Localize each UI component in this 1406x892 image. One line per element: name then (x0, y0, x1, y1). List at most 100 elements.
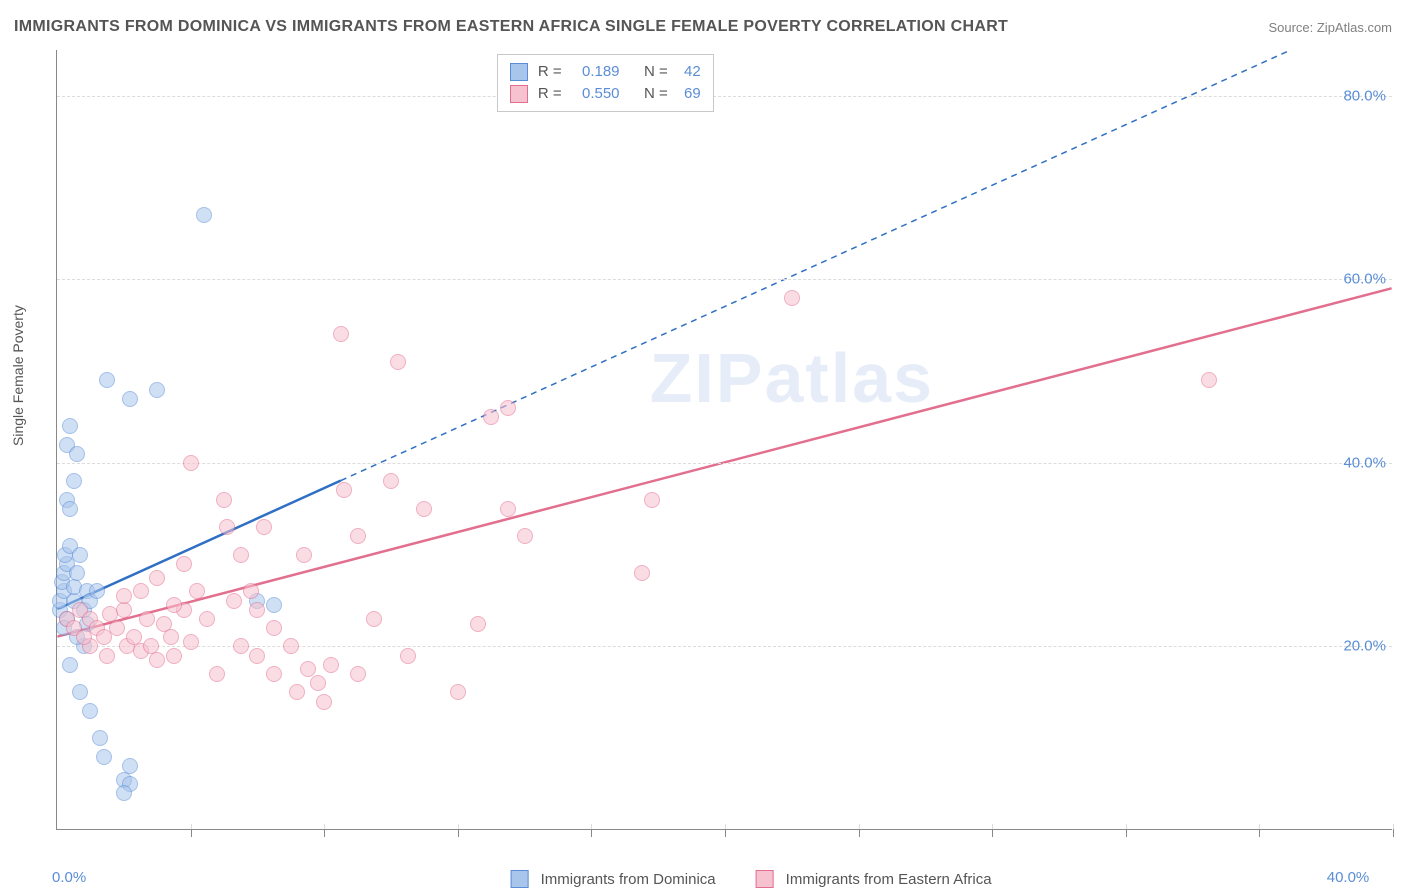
data-point (226, 593, 242, 609)
legend-series-item: Immigrants from Eastern Africa (756, 870, 992, 888)
data-point (199, 611, 215, 627)
data-point (149, 570, 165, 586)
legend-stat-row: R = 0.550 N = 69 (510, 83, 701, 105)
data-point (517, 528, 533, 544)
data-point (122, 758, 138, 774)
data-point (310, 675, 326, 691)
x-tick-label: 40.0% (1327, 869, 1370, 886)
watermark: ZIPatlas (650, 338, 934, 418)
legend-r-label: R = (538, 83, 562, 105)
data-point (1201, 372, 1217, 388)
data-point (62, 657, 78, 673)
data-point (634, 565, 650, 581)
data-point (266, 666, 282, 682)
legend-r-label: R = (538, 61, 562, 83)
data-point (183, 634, 199, 650)
data-point (333, 326, 349, 342)
gridline-horizontal (57, 463, 1392, 464)
plot-area: ZIPatlas 20.0% 40.0% 60.0% 80.0% (56, 50, 1392, 830)
data-point (316, 694, 332, 710)
data-point (66, 473, 82, 489)
data-point (69, 446, 85, 462)
y-tick-label: 20.0% (1343, 638, 1386, 655)
data-point (109, 620, 125, 636)
legend-series-label: Immigrants from Dominica (541, 871, 716, 888)
gridline-horizontal (57, 279, 1392, 280)
data-point (350, 666, 366, 682)
data-point (500, 501, 516, 517)
data-point (116, 588, 132, 604)
legend-stat-row: R = 0.189 N = 42 (510, 61, 701, 83)
trend-lines-svg (57, 50, 1392, 829)
data-point (72, 547, 88, 563)
legend-swatch (511, 870, 529, 888)
legend-series-label: Immigrants from Eastern Africa (786, 871, 992, 888)
data-point (209, 666, 225, 682)
x-tick (458, 829, 459, 837)
data-point (784, 290, 800, 306)
data-point (283, 638, 299, 654)
data-point (400, 648, 416, 664)
data-point (163, 629, 179, 645)
gridline-horizontal (57, 96, 1392, 97)
y-axis-label: Single Female Poverty (10, 305, 26, 446)
data-point (416, 501, 432, 517)
data-point (99, 648, 115, 664)
x-tick (725, 829, 726, 837)
x-tick (191, 829, 192, 837)
data-point (149, 652, 165, 668)
data-point (72, 684, 88, 700)
x-tick (324, 829, 325, 837)
chart-container: IMMIGRANTS FROM DOMINICA VS IMMIGRANTS F… (0, 0, 1406, 892)
x-tick (1393, 829, 1394, 837)
data-point (243, 583, 259, 599)
legend-n-value: 69 (684, 83, 701, 105)
data-point (139, 611, 155, 627)
x-tick (1126, 829, 1127, 837)
data-point (92, 730, 108, 746)
data-point (336, 482, 352, 498)
legend-swatch (510, 85, 528, 103)
data-point (166, 597, 182, 613)
data-point (366, 611, 382, 627)
y-tick-label: 40.0% (1343, 454, 1386, 471)
legend-r-value: 0.189 (582, 61, 620, 83)
legend-r-value: 0.550 (582, 83, 620, 105)
data-point (116, 785, 132, 801)
data-point (69, 565, 85, 581)
data-point (249, 602, 265, 618)
data-point (266, 597, 282, 613)
y-tick-label: 60.0% (1343, 271, 1386, 288)
data-point (196, 207, 212, 223)
data-point (450, 684, 466, 700)
data-point (483, 409, 499, 425)
legend-n-label: N = (644, 83, 668, 105)
legend-swatch (510, 63, 528, 81)
data-point (644, 492, 660, 508)
data-point (390, 354, 406, 370)
data-point (233, 547, 249, 563)
legend-swatch (756, 870, 774, 888)
y-tick-label: 80.0% (1343, 87, 1386, 104)
data-point (266, 620, 282, 636)
data-point (82, 703, 98, 719)
data-point (289, 684, 305, 700)
data-point (89, 583, 105, 599)
data-point (76, 629, 92, 645)
data-point (62, 418, 78, 434)
x-tick (992, 829, 993, 837)
data-point (500, 400, 516, 416)
data-point (216, 492, 232, 508)
source-attribution: Source: ZipAtlas.com (1268, 20, 1392, 35)
data-point (99, 372, 115, 388)
series-legend: Immigrants from Dominica Immigrants from … (511, 870, 992, 888)
x-tick (1259, 829, 1260, 837)
data-point (249, 648, 265, 664)
data-point (176, 556, 192, 572)
x-tick (591, 829, 592, 837)
data-point (256, 519, 272, 535)
x-tick (859, 829, 860, 837)
data-point (323, 657, 339, 673)
legend-n-value: 42 (684, 61, 701, 83)
legend-n-label: N = (644, 61, 668, 83)
